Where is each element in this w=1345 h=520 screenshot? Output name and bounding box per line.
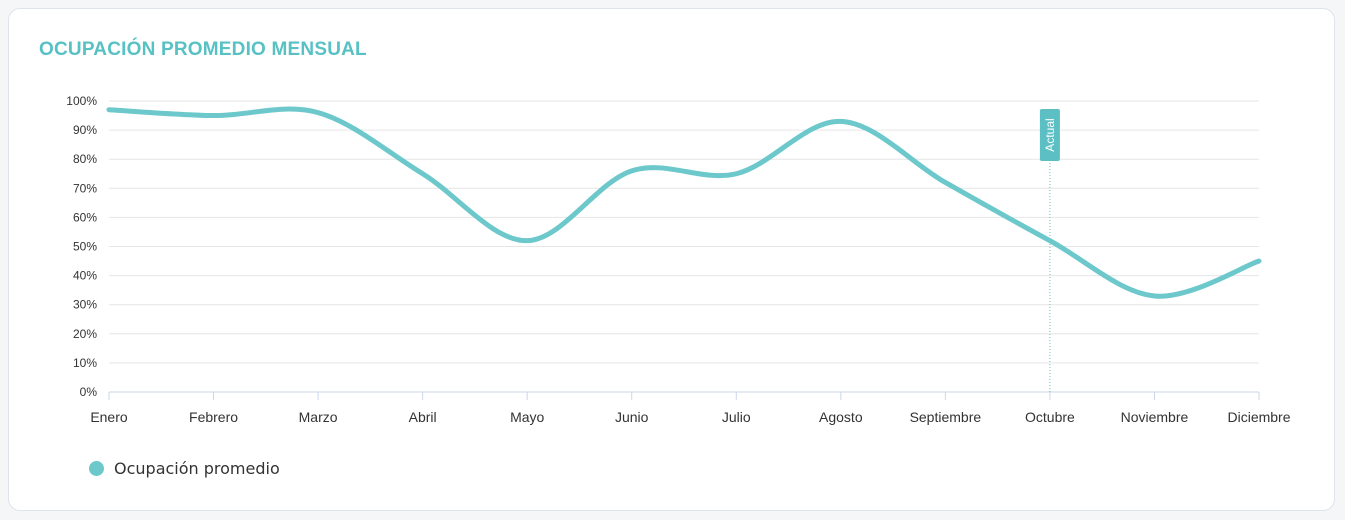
x-tick-label: Junio (615, 409, 649, 425)
x-tick-label: Febrero (189, 409, 238, 425)
data-point (1151, 293, 1157, 299)
x-tick-label: Diciembre (1227, 409, 1290, 425)
chart-legend[interactable]: Ocupación promedio (89, 459, 280, 478)
data-point (942, 179, 948, 185)
data-point (1256, 258, 1262, 264)
chart-title: OCUPACIÓN PROMEDIO MENSUAL (39, 39, 367, 60)
legend-label: Ocupación promedio (114, 459, 280, 478)
current-month-label: Actual (1043, 118, 1057, 151)
data-point (106, 107, 112, 113)
y-tick-label: 80% (73, 152, 97, 166)
data-point (524, 238, 530, 244)
series-line-ocupacion (106, 106, 1262, 299)
x-tick-label: Octubre (1025, 409, 1075, 425)
line-chart: 0% 10% 20% 30% 40% 50% 60% 70% 80% 90% 100% Enero Fe… (66, 94, 1290, 425)
data-point (315, 110, 321, 116)
x-tick-label: Marzo (299, 409, 338, 425)
y-tick-label: 60% (73, 210, 97, 224)
y-tick-label: 10% (73, 356, 97, 370)
x-tick-label: Abril (409, 409, 437, 425)
x-tick-label: Julio (722, 409, 751, 425)
x-tick-label: Septiembre (910, 409, 982, 425)
data-point (1047, 238, 1053, 244)
legend-marker-icon (89, 461, 104, 476)
x-tick-label: Noviembre (1121, 409, 1189, 425)
x-tick-label: Agosto (819, 409, 863, 425)
y-tick-label: 90% (73, 123, 97, 137)
current-month-badge (1039, 109, 1060, 161)
y-tick-label: 50% (73, 240, 97, 254)
data-point (420, 171, 426, 177)
y-tick-label: 70% (73, 181, 97, 195)
x-tick-label: Enero (90, 409, 128, 425)
data-point (733, 171, 739, 177)
y-tick-label: 100% (66, 94, 97, 108)
chart-card: OCUPACIÓN PROMEDIO MENSUAL 0% 10% 20% 30% 40… (8, 8, 1335, 511)
data-point (211, 113, 217, 119)
x-tick-label: Mayo (510, 409, 544, 425)
y-tick-label: 20% (73, 327, 97, 341)
data-point (838, 118, 844, 124)
data-point (629, 168, 635, 174)
y-tick-label: 30% (73, 298, 97, 312)
y-tick-label: 40% (73, 269, 97, 283)
y-tick-label: 0% (80, 385, 98, 399)
